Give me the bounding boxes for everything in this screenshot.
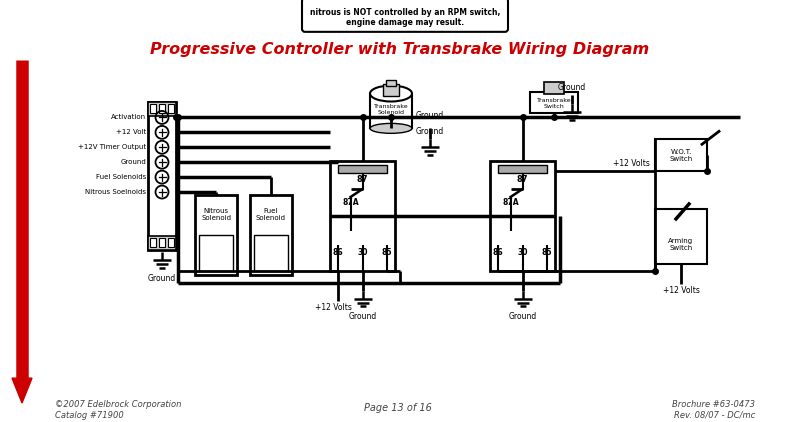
Text: W.O.T.
Switch: W.O.T. Switch <box>669 149 693 162</box>
Text: Arming
Switch: Arming Switch <box>669 238 693 251</box>
Bar <box>250 195 292 275</box>
Text: Rev. 08/07 - DC/mc: Rev. 08/07 - DC/mc <box>673 411 755 420</box>
Text: Ground: Ground <box>558 83 586 92</box>
Ellipse shape <box>370 86 412 102</box>
Bar <box>338 165 387 173</box>
Text: 85: 85 <box>542 248 552 257</box>
Text: 85: 85 <box>382 248 392 257</box>
Text: Page 13 of 16: Page 13 of 16 <box>364 403 432 413</box>
Bar <box>254 235 288 271</box>
Text: +12 Volts: +12 Volts <box>314 303 352 311</box>
Text: 30: 30 <box>357 248 368 257</box>
Text: engine damage may result.: engine damage may result. <box>346 18 464 27</box>
Text: 30: 30 <box>517 248 528 257</box>
Text: Fuel
Solenoid: Fuel Solenoid <box>256 208 286 222</box>
Text: Ground: Ground <box>120 159 146 165</box>
Polygon shape <box>12 378 32 403</box>
Text: Nitrous Soelnoids: Nitrous Soelnoids <box>85 189 146 195</box>
Text: Ground: Ground <box>416 111 444 120</box>
Bar <box>544 81 564 94</box>
Bar <box>490 161 555 271</box>
Bar <box>383 84 399 95</box>
Bar <box>148 103 176 250</box>
Text: 87A: 87A <box>342 198 359 208</box>
Text: Ground: Ground <box>148 273 176 283</box>
Bar <box>150 105 156 114</box>
Text: +12 Volts: +12 Volts <box>613 159 650 168</box>
Text: ©2007 Edelbrock Corporation: ©2007 Edelbrock Corporation <box>55 400 181 409</box>
Bar <box>159 238 165 247</box>
Text: Brochure #63-0473: Brochure #63-0473 <box>672 400 755 409</box>
Bar <box>330 161 395 271</box>
Bar <box>148 103 176 116</box>
Bar <box>530 92 578 114</box>
Text: 86: 86 <box>333 248 343 257</box>
Bar <box>150 238 156 247</box>
Bar <box>498 165 547 173</box>
Text: +12 Volts: +12 Volts <box>662 286 700 295</box>
Text: Activation: Activation <box>111 114 146 120</box>
Text: Ground: Ground <box>509 312 537 322</box>
Text: Nitrous
Solenoid: Nitrous Solenoid <box>201 208 231 222</box>
Bar <box>168 105 174 114</box>
Bar <box>655 139 707 171</box>
Text: Transbrake
Switch: Transbrake Switch <box>537 98 572 109</box>
Ellipse shape <box>370 123 412 133</box>
Text: 87: 87 <box>517 175 529 184</box>
Text: 86: 86 <box>493 248 503 257</box>
Text: nitrous is NOT controlled by an RPM switch,: nitrous is NOT controlled by an RPM swit… <box>310 8 500 17</box>
Text: Ground: Ground <box>416 127 444 136</box>
Text: 87: 87 <box>357 175 369 184</box>
Text: +12 Volt: +12 Volt <box>115 130 146 135</box>
Text: +12V Timer Output: +12V Timer Output <box>78 144 146 150</box>
FancyBboxPatch shape <box>302 0 508 32</box>
Text: Ground: Ground <box>349 312 377 322</box>
Text: Fuel Solenoids: Fuel Solenoids <box>96 174 146 180</box>
Bar <box>168 238 174 247</box>
Bar <box>655 209 707 264</box>
Bar <box>386 80 396 86</box>
Bar <box>195 195 237 275</box>
Bar <box>148 236 176 250</box>
Bar <box>159 105 165 114</box>
Text: 87A: 87A <box>502 198 519 208</box>
Bar <box>199 235 233 271</box>
Text: Catalog #71900: Catalog #71900 <box>55 411 123 420</box>
Text: Transbrake
Solenoid: Transbrake Solenoid <box>373 104 408 115</box>
Text: Progressive Controller with Transbrake Wiring Diagram: Progressive Controller with Transbrake W… <box>150 42 650 57</box>
Bar <box>370 94 412 128</box>
